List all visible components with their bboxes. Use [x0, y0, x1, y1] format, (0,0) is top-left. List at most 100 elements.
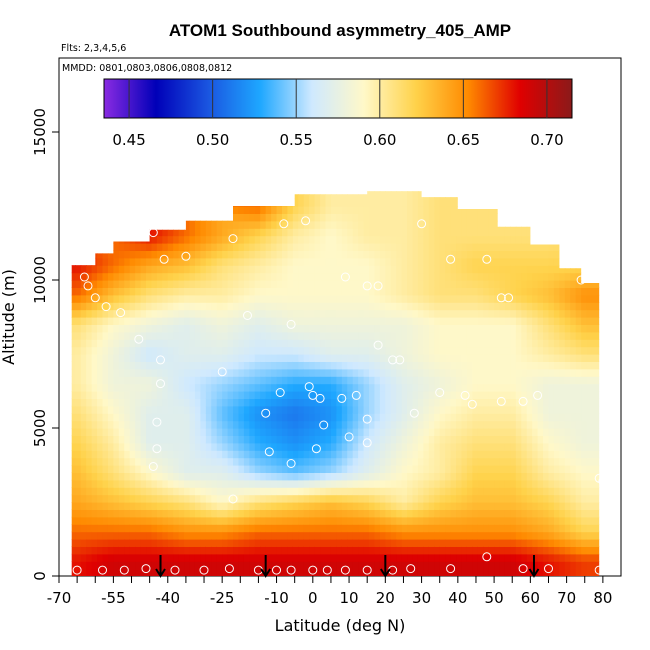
- heatmap-cell: [347, 361, 354, 370]
- heatmap-cell: [352, 398, 359, 407]
- heatmap-cell: [434, 391, 441, 399]
- heatmap-cell: [412, 442, 419, 451]
- heatmap-cell: [86, 546, 93, 555]
- heatmap-cell: [238, 280, 245, 288]
- heatmap-cell: [184, 206, 191, 214]
- heatmap-cell: [292, 398, 299, 407]
- heatmap-cell: [86, 265, 93, 274]
- heatmap-cell: [390, 191, 397, 192]
- heatmap-cell: [347, 450, 354, 459]
- heatmap-cell: [179, 176, 185, 184]
- heatmap-cell: [113, 531, 120, 540]
- heatmap-cell: [504, 272, 512, 281]
- heatmap-cell: [233, 324, 240, 333]
- heatmap-cell: [358, 450, 365, 459]
- heatmap-cell: [91, 472, 98, 481]
- heatmap-cell: [396, 472, 403, 481]
- heatmap-cell: [477, 294, 484, 303]
- heatmap-cell: [129, 280, 136, 288]
- heatmap-cell: [146, 435, 153, 444]
- heatmap-cell: [363, 220, 370, 229]
- heatmap-cell: [173, 546, 180, 555]
- heatmap-cell: [553, 472, 560, 481]
- heatmap-cell: [276, 265, 283, 274]
- heatmap-cell: [276, 561, 283, 570]
- heatmap-cell: [466, 487, 473, 496]
- heatmap-cell: [254, 368, 261, 377]
- heatmap-cell: [521, 220, 528, 229]
- heatmap-cell: [456, 531, 463, 540]
- heatmap-cell: [515, 442, 522, 451]
- heatmap-cell: [320, 487, 327, 496]
- heatmap-cell: [309, 509, 316, 518]
- heatmap-cell: [97, 346, 104, 355]
- heatmap-cell: [271, 479, 278, 488]
- heatmap-cell: [194, 546, 202, 555]
- heatmap-cell: [249, 324, 256, 333]
- heatmap-cell: [189, 265, 196, 274]
- heatmap-cell: [80, 383, 87, 392]
- heatmap-cell: [504, 531, 512, 540]
- heatmap-cell: [249, 331, 256, 340]
- heatmap-cell: [233, 531, 240, 540]
- heatmap-cell: [488, 324, 495, 333]
- heatmap-cell: [423, 206, 430, 214]
- heatmap-cell: [124, 420, 131, 429]
- heatmap-cell: [445, 494, 452, 503]
- heatmap-cell: [292, 265, 299, 274]
- heatmap-cell: [309, 272, 316, 281]
- heatmap-cell: [162, 176, 168, 184]
- heatmap-cell: [189, 191, 196, 200]
- heatmap-cell: [260, 531, 267, 540]
- heatmap-cell: [488, 368, 495, 377]
- heatmap-cell: [390, 287, 397, 296]
- heatmap-cell: [216, 531, 223, 540]
- heatmap-cell: [200, 479, 207, 488]
- heatmap-cell: [407, 435, 414, 444]
- heatmap-cell: [243, 561, 250, 570]
- heatmap-cell: [325, 220, 332, 229]
- heatmap-cell: [325, 479, 332, 488]
- heatmap-cell: [249, 213, 256, 222]
- heatmap-cell: [466, 546, 473, 555]
- heatmap-cell: [254, 198, 261, 207]
- heatmap-cell: [140, 309, 147, 318]
- heatmap-cell: [205, 398, 212, 407]
- heatmap-cell: [173, 280, 180, 288]
- heatmap-cell: [184, 354, 191, 362]
- heatmap-cell: [417, 502, 424, 510]
- heatmap-cell: [450, 553, 457, 562]
- heatmap-cell: [314, 398, 321, 407]
- heatmap-cell: [135, 553, 142, 562]
- heatmap-cell: [156, 428, 163, 436]
- heatmap-cell: [227, 198, 234, 207]
- heatmap-cell: [200, 435, 207, 444]
- heatmap-cell: [184, 479, 191, 488]
- heatmap-cell: [510, 317, 517, 325]
- heatmap-cell: [216, 302, 223, 311]
- heatmap-cell: [281, 413, 289, 422]
- heatmap-cell: [156, 509, 163, 518]
- heatmap-cell: [499, 479, 506, 488]
- heatmap-cell: [113, 450, 120, 459]
- heatmap-cell: [156, 346, 163, 355]
- heatmap-cell: [515, 265, 522, 274]
- heatmap-cell: [537, 280, 544, 288]
- heatmap-cell: [173, 413, 180, 422]
- heatmap-cell: [233, 198, 240, 207]
- heatmap-cell: [330, 494, 337, 503]
- heatmap-cell: [466, 561, 473, 570]
- heatmap-cell: [559, 250, 566, 259]
- heatmap-cell: [439, 546, 446, 555]
- heatmap-cell: [227, 494, 234, 503]
- heatmap-cell: [439, 191, 446, 200]
- heatmap-cell: [412, 354, 419, 362]
- heatmap-cell: [194, 235, 202, 244]
- heatmap-cell: [309, 516, 316, 525]
- heatmap-cell: [86, 450, 93, 459]
- heatmap-cell: [477, 206, 484, 214]
- heatmap-cell: [178, 420, 185, 429]
- heatmap-cell: [243, 287, 250, 296]
- heatmap-cell: [140, 317, 147, 325]
- heatmap-cell: [456, 317, 463, 325]
